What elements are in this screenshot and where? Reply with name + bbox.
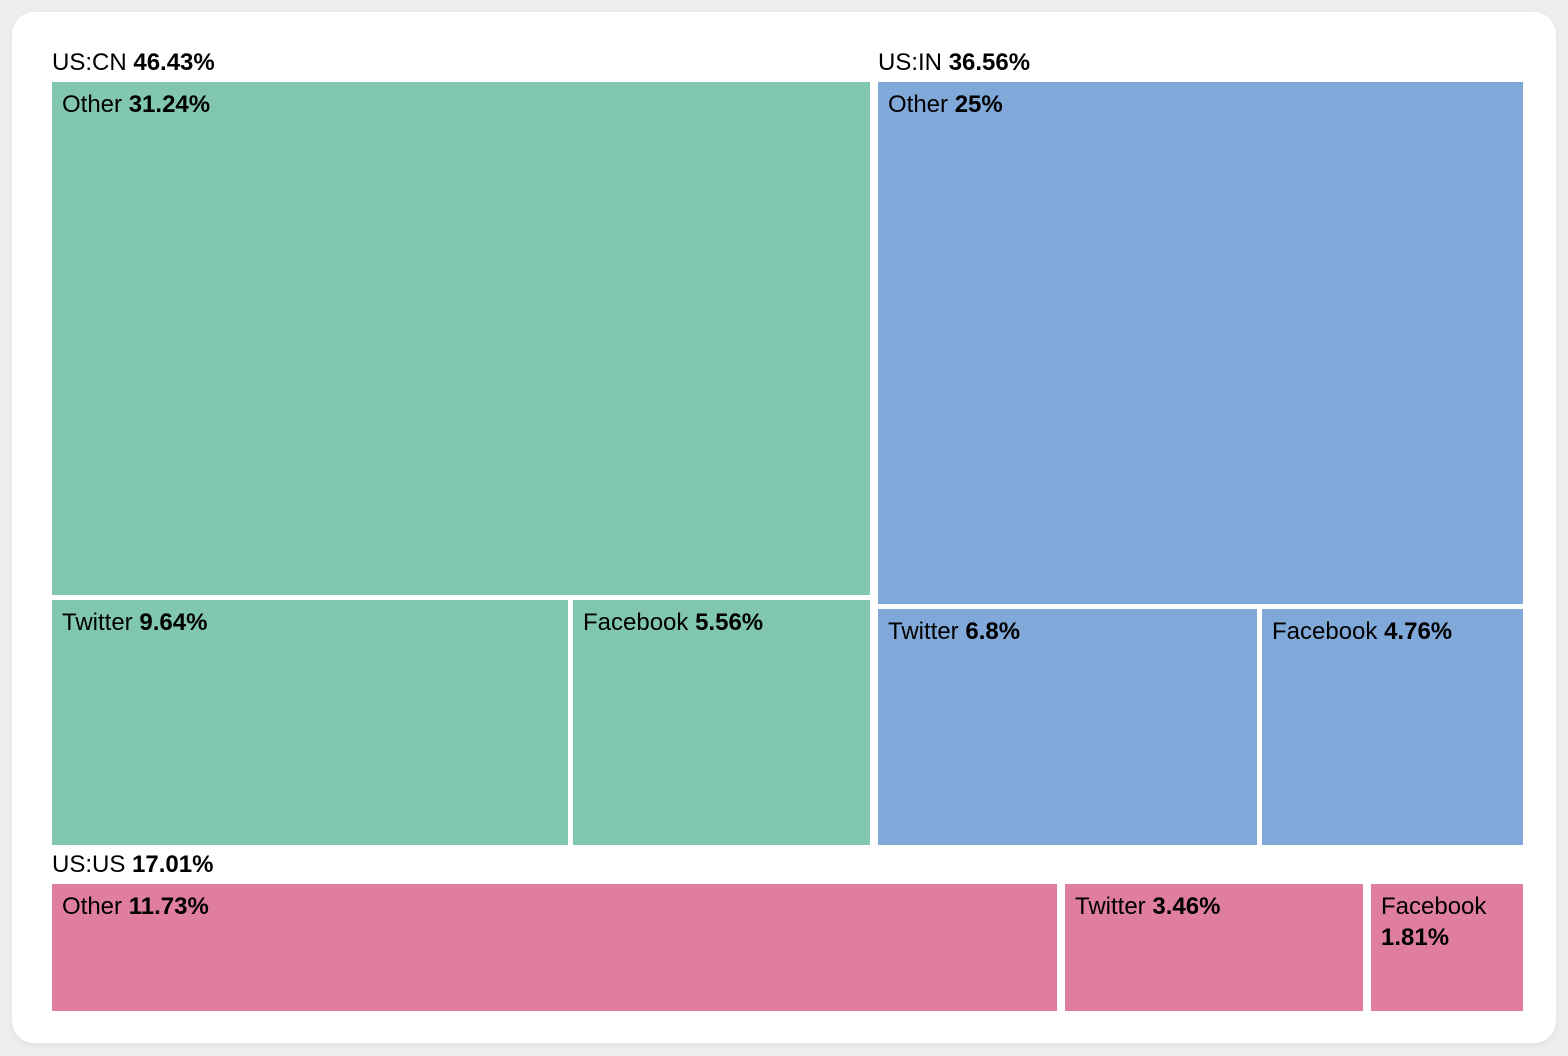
treemap-group-us-us: US:US 17.01% Other 11.73% Twitter 3.46% … <box>52 849 1523 1011</box>
group-cells: Other 25% Twitter 6.8% Facebook 4.76% <box>878 82 1523 845</box>
group-header-us-cn: US:CN 46.43% <box>52 48 870 82</box>
treemap-cell-us-us-twitter[interactable]: Twitter 3.46% <box>1065 884 1363 1011</box>
group-value: 46.43% <box>133 49 215 76</box>
group-value: 17.01% <box>132 851 214 878</box>
treemap-top-row: US:CN 46.43% Other 31.24% Twitter 9.64% … <box>52 48 1523 845</box>
group-subrow: Twitter 6.8% Facebook 4.76% <box>878 609 1523 845</box>
treemap-cell-us-us-other[interactable]: Other 11.73% <box>52 884 1057 1011</box>
treemap-cell-us-cn-other[interactable]: Other 31.24% <box>52 82 870 595</box>
cell-label: Twitter <box>888 618 959 645</box>
cell-label: Facebook <box>1381 893 1487 920</box>
treemap-cell-us-in-facebook[interactable]: Facebook 4.76% <box>1262 609 1523 845</box>
group-subrow: Other 11.73% Twitter 3.46% Facebook 1.81… <box>52 884 1523 1011</box>
cell-label: Facebook <box>583 609 689 636</box>
treemap-cell-us-us-facebook[interactable]: Facebook 1.81% <box>1371 884 1523 1011</box>
cell-value: 6.8% <box>965 618 1021 645</box>
cell-value: 4.76% <box>1384 618 1453 645</box>
treemap-cell-us-in-twitter[interactable]: Twitter 6.8% <box>878 609 1257 845</box>
cell-value: 25% <box>954 91 1003 118</box>
cell-value: 5.56% <box>695 609 764 636</box>
group-cells: Other 31.24% Twitter 9.64% Facebook 5.56… <box>52 82 870 845</box>
group-label: US:CN <box>52 49 127 76</box>
treemap-card: US:CN 46.43% Other 31.24% Twitter 9.64% … <box>12 12 1556 1043</box>
treemap-cell-us-in-other[interactable]: Other 25% <box>878 82 1523 604</box>
cell-value: 1.81% <box>1381 924 1450 951</box>
cell-value: 31.24% <box>128 91 211 118</box>
cell-label: Twitter <box>1075 893 1146 920</box>
group-header-us-in: US:IN 36.56% <box>878 48 1523 82</box>
cell-label: Other <box>62 893 123 920</box>
group-value: 36.56% <box>948 49 1031 76</box>
cell-label: Other <box>62 91 123 118</box>
cell-value: 3.46% <box>1152 893 1221 920</box>
treemap-cell-us-cn-twitter[interactable]: Twitter 9.64% <box>52 600 568 845</box>
cell-value: 9.64% <box>139 609 208 636</box>
cell-label: Facebook <box>1272 618 1378 645</box>
treemap-group-us-cn: US:CN 46.43% Other 31.24% Twitter 9.64% … <box>52 48 870 845</box>
group-subrow: Twitter 9.64% Facebook 5.56% <box>52 600 870 845</box>
group-label: US:IN <box>878 49 943 76</box>
group-label: US:US <box>52 851 126 878</box>
treemap-group-us-in: US:IN 36.56% Other 25% Twitter 6.8% Face… <box>878 48 1523 845</box>
treemap-cell-us-cn-facebook[interactable]: Facebook 5.56% <box>573 600 870 845</box>
cell-label: Other <box>888 91 949 118</box>
cell-label: Twitter <box>62 609 133 636</box>
cell-value: 11.73% <box>128 893 209 920</box>
group-header-us-us: US:US 17.01% <box>52 849 1523 884</box>
